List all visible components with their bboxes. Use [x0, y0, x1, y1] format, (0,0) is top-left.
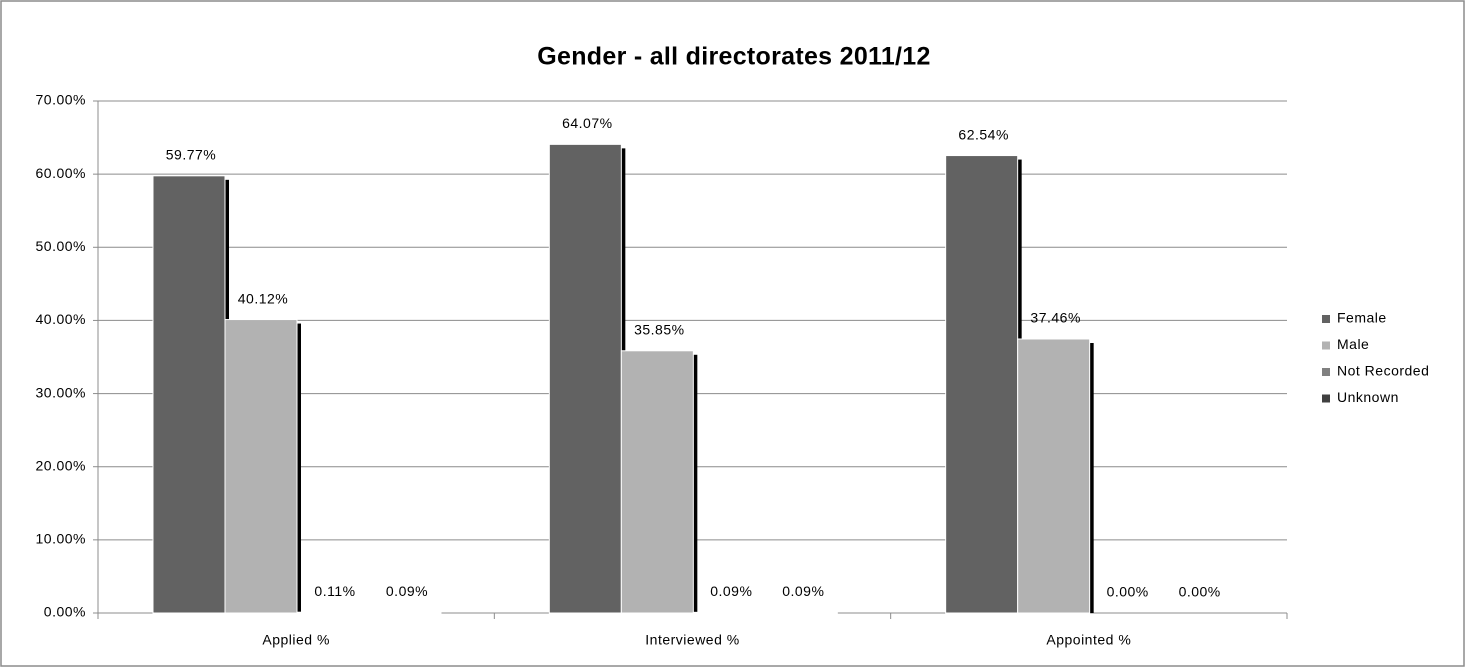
data-label: 62.54%	[958, 126, 1008, 142]
data-label: 40.12%	[238, 290, 288, 306]
x-tick-label: Interviewed %	[645, 632, 739, 648]
bar	[548, 143, 622, 614]
data-label: 0.09%	[710, 583, 752, 599]
legend-label: Not Recorded	[1337, 363, 1429, 379]
bar-shadow	[1089, 343, 1094, 613]
x-tick-label: Applied %	[262, 632, 330, 648]
y-tick-label: 40.00%	[36, 311, 86, 327]
x-tick-label: Appointed %	[1046, 632, 1131, 648]
bar	[296, 611, 370, 614]
y-tick-label: 70.00%	[36, 92, 86, 108]
data-label: 0.09%	[386, 583, 428, 599]
data-label: 0.09%	[782, 583, 824, 599]
y-tick-label: 10.00%	[36, 531, 86, 547]
bar	[764, 611, 838, 614]
bar	[692, 611, 766, 614]
data-label: 0.00%	[1179, 584, 1221, 600]
data-label: 59.77%	[166, 147, 216, 163]
bar	[368, 611, 442, 614]
data-label: 0.11%	[314, 583, 355, 599]
data-label: 35.85%	[634, 321, 684, 337]
bar-shadow	[693, 354, 698, 613]
bar-shadow	[297, 323, 301, 613]
legend-label: Male	[1337, 336, 1369, 352]
data-label: 64.07%	[562, 115, 612, 131]
bar	[620, 350, 694, 614]
y-tick-label: 50.00%	[36, 238, 86, 254]
y-tick-label: 30.00%	[36, 384, 86, 400]
data-label: 37.46%	[1030, 310, 1080, 326]
y-tick-label: 0.00%	[44, 604, 86, 620]
bar	[152, 175, 226, 614]
legend-label: Female	[1337, 310, 1387, 326]
bar	[945, 155, 1019, 614]
data-label: 0.00%	[1107, 584, 1149, 600]
bar	[224, 319, 298, 614]
legend-swatch	[1322, 394, 1330, 403]
legend-swatch	[1322, 315, 1330, 323]
bar	[1017, 338, 1091, 614]
legend-swatch	[1322, 368, 1330, 376]
legend-swatch	[1322, 341, 1330, 350]
chart-title: Gender - all directorates 2011/12	[537, 43, 930, 71]
y-tick-label: 20.00%	[36, 457, 86, 473]
y-tick-label: 60.00%	[36, 165, 86, 181]
legend-label: Unknown	[1337, 389, 1399, 405]
